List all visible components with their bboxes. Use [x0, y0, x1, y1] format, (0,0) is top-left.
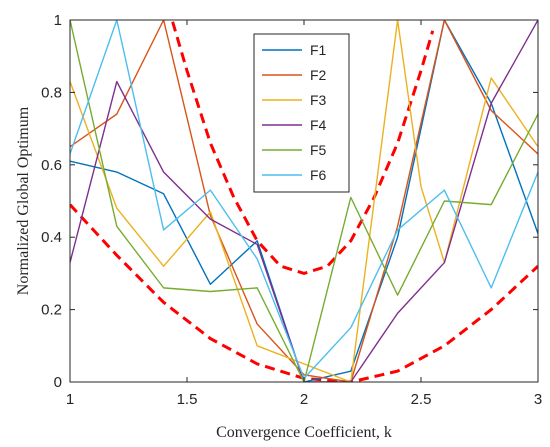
x-tick-label: 1.5 — [177, 391, 198, 408]
y-tick-label: 0 — [54, 374, 62, 391]
ticks: 1 1.5 2 2.5 3 0 0.2 0.4 0.6 0.8 1 — [41, 12, 542, 408]
x-tick-label: 3 — [534, 391, 542, 408]
series-line-f3 — [70, 20, 538, 382]
legend-label: F1 — [310, 42, 327, 58]
legend-label: F5 — [310, 142, 327, 158]
legend-label: F6 — [310, 167, 327, 183]
y-axis-title: Normalized Global Optimum — [15, 106, 32, 295]
series-line-f4 — [70, 20, 538, 382]
x-tick-label: 2 — [300, 391, 308, 408]
series-line-f2 — [70, 20, 538, 382]
y-tick-label: 0.6 — [41, 157, 62, 174]
y-tick-label: 0.2 — [41, 302, 62, 319]
legend-label: F3 — [310, 92, 327, 108]
bound-curve-lower — [70, 203, 538, 382]
series-lines — [70, 20, 538, 382]
legend-box — [253, 33, 350, 193]
series-line-f1 — [70, 20, 538, 382]
x-axis-title: Convergence Coefficient, k — [216, 424, 392, 441]
legend-label: F4 — [310, 117, 327, 133]
x-tick-label: 1 — [66, 391, 74, 408]
bound-curve-upper — [170, 20, 435, 275]
y-tick-label: 0.8 — [41, 84, 62, 101]
y-tick-label: 0.4 — [41, 229, 62, 246]
legend-label: F2 — [310, 67, 327, 83]
x-tick-label: 2.5 — [411, 391, 432, 408]
y-tick-label: 1 — [54, 12, 62, 29]
series-line-f5 — [70, 20, 538, 382]
legend: F1 F2 F3 F4 F5 F6 — [253, 33, 350, 193]
